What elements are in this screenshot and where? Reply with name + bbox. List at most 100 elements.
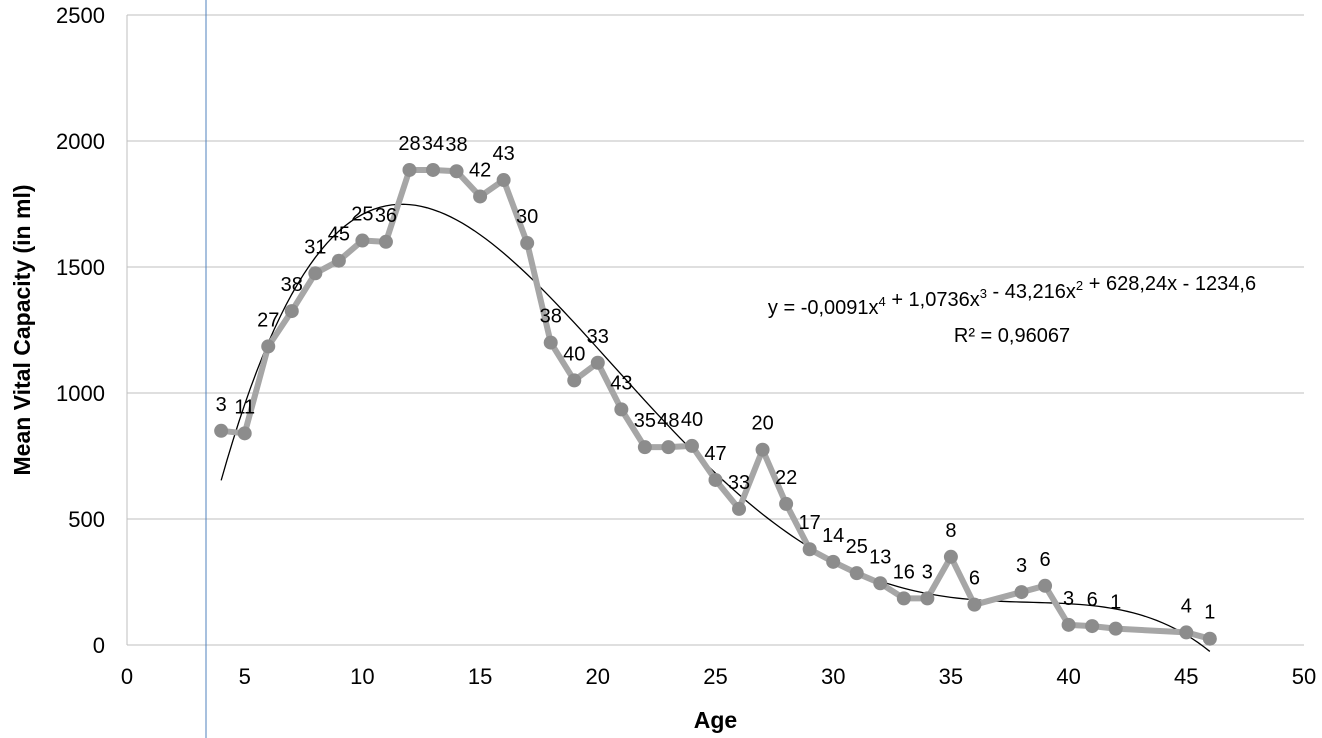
data-point: [308, 266, 323, 281]
data-label: 8: [945, 520, 956, 542]
data-point: [355, 233, 370, 248]
data-label: 3: [1063, 588, 1074, 610]
data-point: [496, 173, 511, 188]
y-axis-title: Mean Vital Capacity (in ml): [9, 185, 35, 476]
data-series: [214, 162, 1217, 646]
data-label: 42: [469, 159, 491, 181]
data-label: 3: [922, 561, 933, 583]
data-label: 14: [822, 525, 844, 547]
x-tick-label: 40: [1056, 664, 1080, 689]
data-point: [1202, 631, 1217, 646]
y-tick-label: 0: [93, 633, 105, 658]
data-point: [378, 234, 393, 249]
y-tick-label: 2500: [56, 3, 105, 28]
data-label: 30: [516, 206, 538, 228]
data-label: 3: [216, 394, 227, 416]
trendline: [220, 203, 1211, 652]
data-label: 17: [799, 512, 821, 534]
data-label: 25: [846, 536, 868, 558]
data-point: [449, 164, 464, 179]
data-label: 25: [351, 204, 373, 226]
data-point: [520, 236, 535, 251]
data-label: 31: [304, 236, 326, 258]
data-point: [1061, 617, 1076, 632]
x-tick-label: 45: [1174, 664, 1198, 689]
x-tick-label: 10: [350, 664, 374, 689]
data-label: 13: [869, 546, 891, 568]
x-tick-label: 35: [939, 664, 963, 689]
data-point: [873, 576, 888, 591]
gridlines: [126, 14, 1304, 646]
data-point: [920, 591, 935, 606]
x-tick-label: 15: [468, 664, 492, 689]
data-point: [614, 402, 629, 417]
data-label: 38: [281, 274, 303, 296]
data-label: 11: [234, 396, 255, 418]
data-label: 33: [587, 326, 609, 348]
x-tick-label: 0: [121, 664, 133, 689]
data-label: 40: [681, 409, 703, 431]
data-point: [943, 549, 958, 564]
data-label: 16: [893, 561, 915, 583]
series-line: [218, 166, 1213, 642]
data-label: 40: [563, 343, 585, 365]
data-label: 3: [1016, 555, 1027, 577]
x-tick-label: 30: [821, 664, 845, 689]
data-label: 43: [610, 372, 632, 394]
data-label: 20: [751, 413, 773, 435]
x-tick-label: 5: [239, 664, 251, 689]
data-point: [779, 496, 794, 511]
data-point: [802, 542, 817, 557]
data-label: 28: [398, 133, 420, 155]
data-label: 1: [1204, 602, 1215, 624]
data-label: 34: [422, 133, 444, 155]
trendline-group: [220, 203, 1211, 652]
data-point: [473, 189, 488, 204]
y-tick-label: 2000: [56, 129, 105, 154]
data-label: 36: [375, 205, 397, 227]
data-point: [1179, 625, 1194, 640]
data-point: [261, 339, 276, 354]
data-label: 6: [1087, 589, 1098, 611]
data-label: 4: [1181, 595, 1192, 617]
data-point: [1085, 619, 1100, 634]
data-point: [732, 501, 747, 516]
data-label: 27: [257, 309, 279, 331]
tick-labels: 0 500 1000 1500 2000 2500 0 5 10 15 20 25 30 35 40 45 50: [56, 3, 1316, 689]
data-label: 38: [445, 134, 467, 156]
data-point: [1014, 585, 1029, 600]
data-point: [826, 554, 841, 569]
data-point: [543, 335, 558, 350]
x-tick-label: 50: [1292, 664, 1316, 689]
data-label: 33: [728, 472, 750, 494]
data-label: 6: [1039, 549, 1050, 571]
data-point: [567, 373, 582, 388]
data-point: [590, 355, 605, 370]
data-label: 47: [704, 443, 726, 465]
data-point: [755, 442, 770, 457]
data-point: [708, 472, 723, 487]
data-point: [849, 566, 864, 581]
data-label: 1: [1110, 592, 1121, 614]
y-tick-label: 500: [68, 507, 105, 532]
x-axis-title: Age: [694, 707, 737, 733]
data-point: [967, 597, 982, 612]
trendline-r-squared: R² = 0,96067: [954, 325, 1070, 347]
data-label: 43: [493, 143, 515, 165]
y-tick-label: 1500: [56, 255, 105, 280]
data-label: 38: [540, 306, 562, 328]
x-tick-label: 25: [703, 664, 727, 689]
data-point: [896, 591, 911, 606]
data-point: [637, 440, 652, 455]
trendline-equation: y = -0,0091x4 + 1,0736x3 - 43,216x2 + 62…: [768, 273, 1256, 319]
data-point: [661, 440, 676, 455]
data-label: 22: [775, 467, 797, 489]
data-point: [331, 253, 346, 268]
data-point: [402, 162, 417, 177]
data-label: 35: [634, 410, 656, 432]
x-tick-label: 20: [586, 664, 610, 689]
y-tick-label: 1000: [56, 381, 105, 406]
data-point: [284, 304, 299, 319]
data-point: [426, 162, 441, 177]
